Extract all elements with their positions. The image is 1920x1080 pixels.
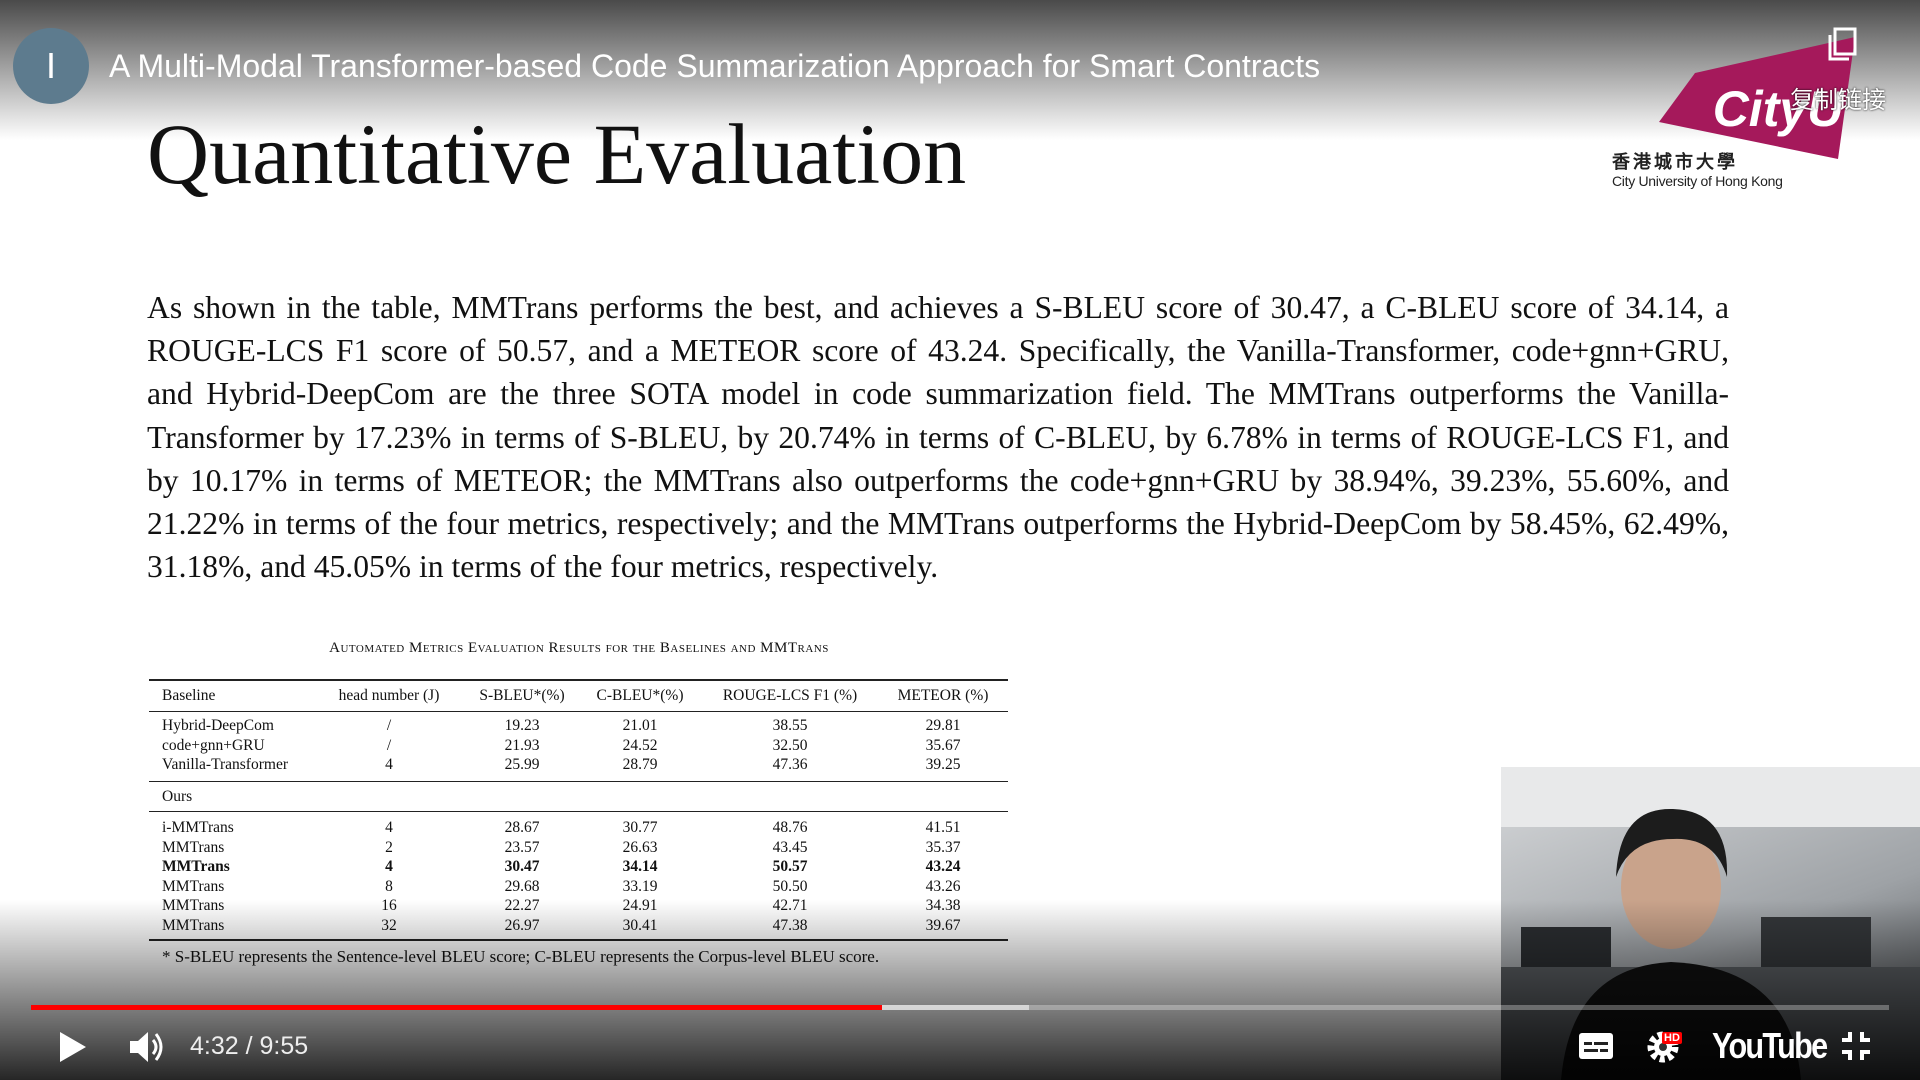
table-cell: 38.55 bbox=[772, 717, 808, 734]
section-label: Ours bbox=[162, 788, 193, 805]
table-cell: 48.76 bbox=[772, 819, 808, 836]
table-cell: 8 bbox=[385, 877, 393, 895]
top-shade bbox=[0, 0, 1920, 140]
table-cell: 24.52 bbox=[622, 736, 658, 754]
table-cell: Hybrid-DeepCom bbox=[162, 717, 274, 734]
channel-avatar[interactable]: I bbox=[13, 28, 89, 104]
table-cell: 4 bbox=[385, 819, 393, 836]
logo-english-name: City University of Hong Kong bbox=[1612, 173, 1783, 189]
table-cell: 50.50 bbox=[772, 877, 808, 895]
youtube-logo[interactable]: YouTube bbox=[1712, 1025, 1828, 1066]
column-header: C-BLEU*(%) bbox=[596, 687, 684, 704]
table-rule bbox=[149, 679, 1008, 681]
column-header: S-BLEU*(%) bbox=[479, 687, 565, 704]
table-cell: i-MMTrans bbox=[162, 819, 234, 836]
table-cell: 34.14 bbox=[622, 858, 658, 876]
table-cell: 4 bbox=[385, 756, 393, 774]
progress-played bbox=[31, 1005, 882, 1010]
settings-button[interactable] bbox=[1646, 1030, 1680, 1064]
video-title[interactable]: A Multi-Modal Transformer-based Code Sum… bbox=[109, 48, 1321, 84]
captions-button[interactable] bbox=[1578, 1032, 1614, 1062]
table-cell: 35.37 bbox=[925, 838, 961, 856]
exit-fullscreen-button[interactable] bbox=[1840, 1030, 1872, 1062]
column-header: Baseline bbox=[162, 687, 216, 704]
table-cell: 30.47 bbox=[504, 858, 540, 876]
table-cell: 35.67 bbox=[925, 736, 961, 754]
table-cell: 50.57 bbox=[772, 858, 808, 876]
table-cell: 29.68 bbox=[504, 877, 540, 895]
logo-name: CityU bbox=[1713, 81, 1845, 137]
copy-link-icon[interactable] bbox=[1826, 26, 1860, 62]
table-cell: 28.67 bbox=[504, 819, 540, 836]
table-cell: 43.45 bbox=[772, 838, 808, 856]
table-cell: 47.36 bbox=[772, 756, 808, 774]
column-header: head number (J) bbox=[338, 687, 440, 704]
table-cell: 39.25 bbox=[925, 756, 961, 774]
table-cell: Vanilla-Transformer bbox=[162, 756, 288, 774]
table-cell: 21.01 bbox=[622, 717, 658, 734]
table-cell: 32.50 bbox=[772, 736, 808, 754]
table-cell: 23.57 bbox=[504, 838, 540, 856]
table-cell: 26.63 bbox=[622, 838, 658, 856]
table-cell: 30.77 bbox=[622, 819, 658, 836]
table-cell: 4 bbox=[385, 858, 393, 876]
table-rule bbox=[149, 811, 1008, 812]
slide-heading: Quantitative Evaluation bbox=[147, 106, 967, 202]
table-cell: MMTrans bbox=[162, 877, 225, 895]
table-caption: Automated Metrics Evaluation Results for… bbox=[329, 640, 829, 656]
logo-chinese-name: 香港城市大學 bbox=[1612, 152, 1738, 172]
table-cell: MMTrans bbox=[162, 858, 230, 876]
table-cell: / bbox=[386, 736, 392, 754]
table-cell: 33.19 bbox=[622, 877, 658, 895]
table-cell: 19.23 bbox=[504, 717, 540, 734]
table-rule bbox=[149, 711, 1008, 712]
time-display: 4:32 / 9:55 bbox=[190, 1032, 309, 1060]
table-cell: 25.99 bbox=[504, 756, 540, 774]
table-cell: 43.24 bbox=[925, 858, 961, 876]
table-rule bbox=[149, 781, 1008, 782]
table-cell: 21.93 bbox=[504, 736, 540, 754]
table-cell: 29.81 bbox=[925, 717, 961, 734]
slide-paragraph: As shown in the table, MMTrans performs … bbox=[147, 290, 1729, 585]
volume-button[interactable] bbox=[128, 1028, 168, 1066]
table-cell: 28.79 bbox=[622, 756, 658, 774]
table-cell: 43.26 bbox=[925, 877, 961, 895]
hd-badge: HD bbox=[1662, 1032, 1682, 1044]
table-cell: / bbox=[386, 717, 392, 734]
column-header: METEOR (%) bbox=[897, 687, 989, 704]
table-cell: MMTrans bbox=[162, 838, 225, 856]
table-cell: 2 bbox=[385, 838, 393, 856]
copy-link-label[interactable]: 复制链接 bbox=[1790, 87, 1886, 114]
table-cell: 41.51 bbox=[925, 819, 961, 836]
play-button[interactable] bbox=[58, 1030, 88, 1064]
column-header: ROUGE-LCS F1 (%) bbox=[722, 687, 858, 704]
table-cell: code+gnn+GRU bbox=[162, 736, 265, 754]
university-logo: CityU bbox=[1659, 37, 1855, 159]
